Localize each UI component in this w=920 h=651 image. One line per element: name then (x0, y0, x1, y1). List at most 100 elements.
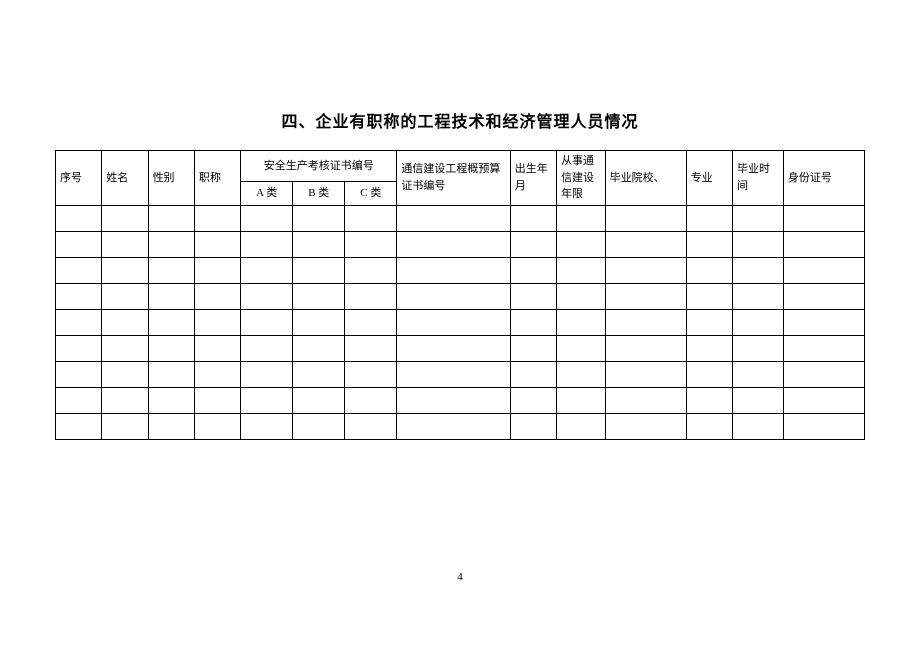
cell-grad_time (732, 231, 783, 257)
cell-school (605, 283, 686, 309)
cell-id_number (783, 231, 864, 257)
cell-name (102, 413, 148, 439)
cell-safety_b (293, 361, 345, 387)
cell-major (686, 413, 732, 439)
cell-grad_time (732, 335, 783, 361)
cell-school (605, 205, 686, 231)
cell-safety_a (241, 309, 293, 335)
cell-id_number (783, 361, 864, 387)
cell-safety_b (293, 335, 345, 361)
cell-birth (510, 283, 556, 309)
cell-title (194, 283, 240, 309)
cell-work_years (557, 387, 606, 413)
cell-safety_c (345, 309, 397, 335)
cell-school (605, 387, 686, 413)
col-safety-a-header: A 类 (241, 181, 293, 205)
cell-safety_c (345, 413, 397, 439)
col-school-header: 毕业院校、 (605, 151, 686, 206)
cell-seq (56, 257, 102, 283)
cell-budget_cert (397, 283, 510, 309)
cell-birth (510, 205, 556, 231)
cell-work_years (557, 283, 606, 309)
cell-gender (148, 361, 194, 387)
cell-safety_a (241, 231, 293, 257)
cell-grad_time (732, 361, 783, 387)
col-name-header: 姓名 (102, 151, 148, 206)
cell-safety_b (293, 283, 345, 309)
cell-grad_time (732, 413, 783, 439)
table-row (56, 335, 865, 361)
cell-grad_time (732, 257, 783, 283)
table-row (56, 413, 865, 439)
cell-safety_a (241, 361, 293, 387)
cell-birth (510, 231, 556, 257)
cell-gender (148, 309, 194, 335)
cell-work_years (557, 309, 606, 335)
cell-budget_cert (397, 335, 510, 361)
cell-school (605, 231, 686, 257)
cell-budget_cert (397, 387, 510, 413)
col-id-header: 身份证号 (783, 151, 864, 206)
cell-gender (148, 387, 194, 413)
cell-major (686, 205, 732, 231)
cell-birth (510, 361, 556, 387)
cell-grad_time (732, 387, 783, 413)
page-title: 四、企业有职称的工程技术和经济管理人员情况 (0, 0, 920, 150)
col-birth-header: 出生年月 (510, 151, 556, 206)
cell-safety_c (345, 283, 397, 309)
cell-major (686, 361, 732, 387)
cell-id_number (783, 283, 864, 309)
table-row (56, 257, 865, 283)
table-wrapper: 序号 姓名 性别 职称 安全生产考核证书编号 通信建设工程概预算证书编号 出生年… (0, 150, 920, 440)
cell-title (194, 309, 240, 335)
cell-grad_time (732, 309, 783, 335)
cell-id_number (783, 413, 864, 439)
cell-safety_b (293, 309, 345, 335)
table-row (56, 387, 865, 413)
personnel-table: 序号 姓名 性别 职称 安全生产考核证书编号 通信建设工程概预算证书编号 出生年… (55, 150, 865, 440)
cell-budget_cert (397, 257, 510, 283)
cell-major (686, 231, 732, 257)
cell-budget_cert (397, 413, 510, 439)
cell-name (102, 335, 148, 361)
cell-title (194, 205, 240, 231)
col-years-header: 从事通信建设年限 (557, 151, 606, 206)
table-body (56, 205, 865, 439)
cell-name (102, 387, 148, 413)
cell-work_years (557, 413, 606, 439)
cell-seq (56, 205, 102, 231)
cell-seq (56, 309, 102, 335)
cell-title (194, 413, 240, 439)
cell-safety_a (241, 335, 293, 361)
col-grad-header: 毕业时间 (732, 151, 783, 206)
col-seq-header: 序号 (56, 151, 102, 206)
cell-grad_time (732, 283, 783, 309)
cell-gender (148, 413, 194, 439)
cell-safety_a (241, 257, 293, 283)
cell-budget_cert (397, 309, 510, 335)
cell-safety_a (241, 413, 293, 439)
cell-work_years (557, 205, 606, 231)
cell-safety_c (345, 387, 397, 413)
col-major-header: 专业 (686, 151, 732, 206)
cell-safety_c (345, 205, 397, 231)
table-header: 序号 姓名 性别 职称 安全生产考核证书编号 通信建设工程概预算证书编号 出生年… (56, 151, 865, 206)
cell-work_years (557, 335, 606, 361)
cell-safety_b (293, 231, 345, 257)
cell-safety_a (241, 205, 293, 231)
cell-safety_b (293, 205, 345, 231)
cell-birth (510, 335, 556, 361)
cell-title (194, 387, 240, 413)
cell-gender (148, 205, 194, 231)
col-safety-c-header: C 类 (345, 181, 397, 205)
cell-work_years (557, 361, 606, 387)
cell-name (102, 361, 148, 387)
cell-birth (510, 387, 556, 413)
header-row-1: 序号 姓名 性别 职称 安全生产考核证书编号 通信建设工程概预算证书编号 出生年… (56, 151, 865, 182)
cell-seq (56, 283, 102, 309)
cell-safety_c (345, 361, 397, 387)
cell-name (102, 231, 148, 257)
col-safety-group-header: 安全生产考核证书编号 (241, 151, 397, 182)
cell-safety_a (241, 387, 293, 413)
cell-title (194, 335, 240, 361)
